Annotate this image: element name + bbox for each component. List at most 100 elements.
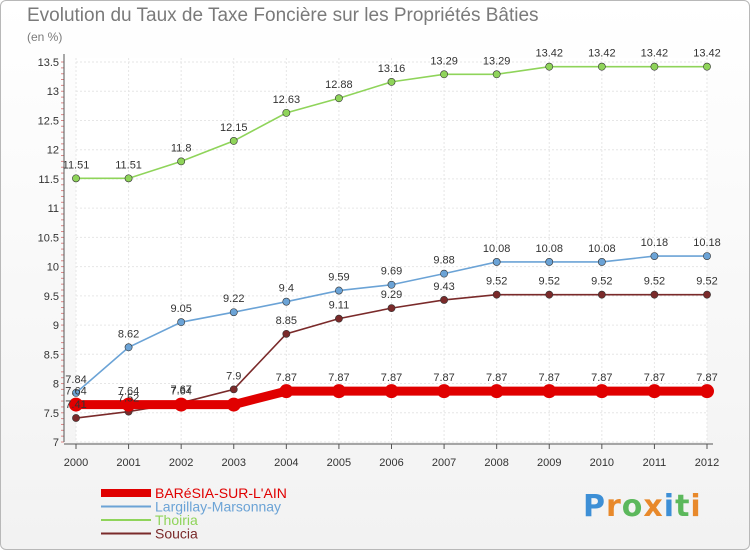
series-point: [282, 108, 291, 117]
data-label: 9.05: [170, 303, 191, 315]
series-point: [387, 304, 396, 313]
data-label: 7.9: [226, 370, 241, 382]
x-tick-label: 2009: [537, 457, 561, 469]
data-label: 7.67: [170, 384, 191, 396]
data-label: 9.52: [591, 276, 612, 288]
data-label: 13.29: [430, 55, 458, 67]
data-labels: 7.84 8.62 9.05 9.22 9.4 9.59 9.69 9.88 10.08 10.0…: [63, 48, 721, 411]
data-label: 8.85: [276, 315, 297, 327]
series-point: [437, 384, 452, 399]
data-label: 7.87: [591, 372, 612, 384]
data-label: 12.15: [220, 122, 248, 134]
series-point: [650, 290, 659, 299]
data-label: 13.16: [378, 63, 406, 75]
data-label: 11.51: [115, 159, 142, 171]
series-point: [650, 62, 659, 71]
series-point: [545, 62, 554, 71]
grid: [75, 58, 708, 443]
series-point: [335, 314, 343, 323]
data-label: 7.64: [65, 386, 86, 398]
y-tick-label: 9: [53, 320, 59, 332]
series-point: [703, 252, 711, 260]
data-label: 7.52: [118, 393, 139, 405]
y-tick-label: 7.5: [44, 408, 59, 420]
logo-letter: i: [663, 489, 676, 524]
data-label: 12.88: [325, 79, 353, 91]
x-tick-label: 2007: [432, 457, 456, 469]
series-point: [700, 384, 714, 399]
x-tick-label: 2004: [274, 457, 298, 469]
series-point: [387, 77, 396, 86]
x-tick-label: 2008: [484, 457, 508, 469]
legend: BARéSIA-SUR-L'AINLargillay-MarsonnayThoi…: [101, 485, 287, 542]
series-point: [282, 297, 291, 306]
data-label: 7.87: [696, 372, 717, 384]
data-label: 13.42: [693, 48, 721, 60]
data-label: 9.88: [433, 255, 454, 267]
data-label: 9.11: [329, 300, 350, 312]
data-label: 7.87: [328, 372, 349, 384]
series-point: [440, 70, 448, 79]
data-label: 13.29: [483, 55, 511, 67]
series-point: [440, 269, 448, 278]
series-point: [72, 388, 80, 397]
series-point: [226, 397, 241, 412]
series-point: [647, 384, 662, 399]
logo-letter: P: [583, 489, 606, 524]
y-tick-label: 12: [47, 145, 59, 157]
data-label: 10.08: [588, 243, 616, 255]
data-label: 7.87: [276, 372, 297, 384]
data-label: 7.87: [644, 372, 665, 384]
series-point: [282, 329, 291, 338]
series-point: [177, 318, 186, 327]
data-label: 13.42: [588, 48, 616, 60]
logo-letter: x: [643, 489, 664, 524]
y-tick-label: 12.5: [38, 115, 59, 127]
data-label: 7.84: [65, 374, 86, 386]
y-tick-label: 11.5: [38, 174, 59, 186]
series-point: [121, 397, 136, 412]
chart-title: Evolution du Taux de Taxe Foncière sur l…: [27, 5, 539, 26]
logo-letter: t: [675, 489, 691, 524]
data-label: 9.4: [279, 283, 294, 295]
series-point: [387, 280, 396, 289]
data-label: 11.8: [171, 142, 192, 154]
x-tick-label: 2011: [643, 457, 667, 469]
data-label: 7.87: [381, 372, 402, 384]
x-tick-label: 2001: [116, 457, 140, 469]
legend-label: Largillay-Marsonnay: [155, 499, 281, 515]
data-label: 7.87: [539, 372, 560, 384]
series-point: [703, 290, 711, 299]
x-tick-label: 2012: [695, 457, 719, 469]
series-point: [492, 290, 501, 299]
series-point: [492, 258, 501, 266]
y-tick-label: 7: [53, 437, 59, 449]
data-label: 9.52: [644, 276, 665, 288]
data-label: 9.69: [381, 266, 402, 278]
series-layer: [69, 62, 714, 422]
x-tick-label: 2005: [327, 457, 351, 469]
data-label: 9.29: [381, 289, 402, 301]
series-point: [174, 397, 189, 412]
data-label: 10.08: [535, 243, 563, 255]
x-tick-label: 2010: [590, 457, 614, 469]
y-tick-label: 8: [53, 379, 59, 391]
series-point: [279, 384, 294, 399]
series-point: [597, 290, 606, 299]
data-label: 9.43: [433, 281, 454, 293]
x-tick-label: 2003: [222, 457, 246, 469]
legend-label: Thoiria: [155, 512, 198, 528]
series-point: [594, 384, 609, 399]
series-point: [384, 384, 399, 399]
y-tick-label: 10.5: [38, 232, 59, 244]
axes: 7 7.5 8 8.5 9 9.5 10 10.5 11 11.5 12 12.5 13 13.5 2000…: [38, 54, 719, 469]
y-tick-label: 8.5: [44, 349, 59, 361]
x-tick-label: 2006: [379, 457, 403, 469]
series-point: [229, 308, 238, 317]
series-point: [597, 62, 606, 71]
data-label: 13.42: [641, 48, 669, 60]
series-point: [545, 290, 554, 299]
proxiti-logo: Proxiti: [583, 489, 702, 524]
legend-label: BARéSIA-SUR-L'AIN: [155, 485, 287, 501]
series-point: [124, 343, 133, 352]
